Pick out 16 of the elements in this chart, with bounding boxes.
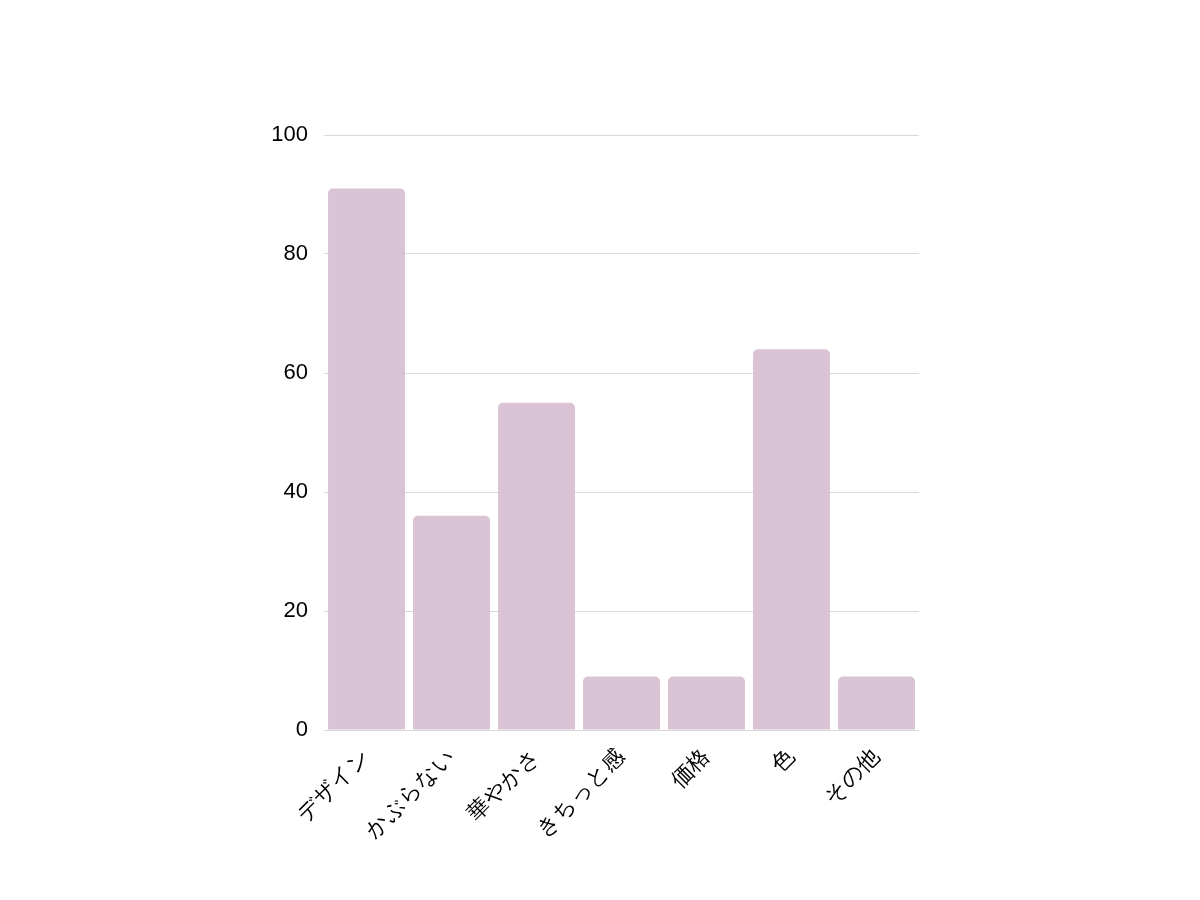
y-tick-label: 20 [283,597,308,623]
bar [498,402,575,730]
bar [413,515,490,730]
bar [668,676,745,730]
x-tick-label: その他 [818,743,885,810]
y-tick-label: 40 [283,478,308,504]
x-tick-label: 色 [766,743,800,777]
y-tick-label: 80 [283,240,308,266]
bar [583,676,660,730]
bar [328,188,405,730]
bar [838,676,915,730]
y-tick-label: 0 [295,716,308,742]
x-tick-label: 価格 [665,743,715,793]
bar [753,349,830,730]
y-tick-label: 100 [271,121,308,147]
y-tick-label: 60 [283,359,308,385]
